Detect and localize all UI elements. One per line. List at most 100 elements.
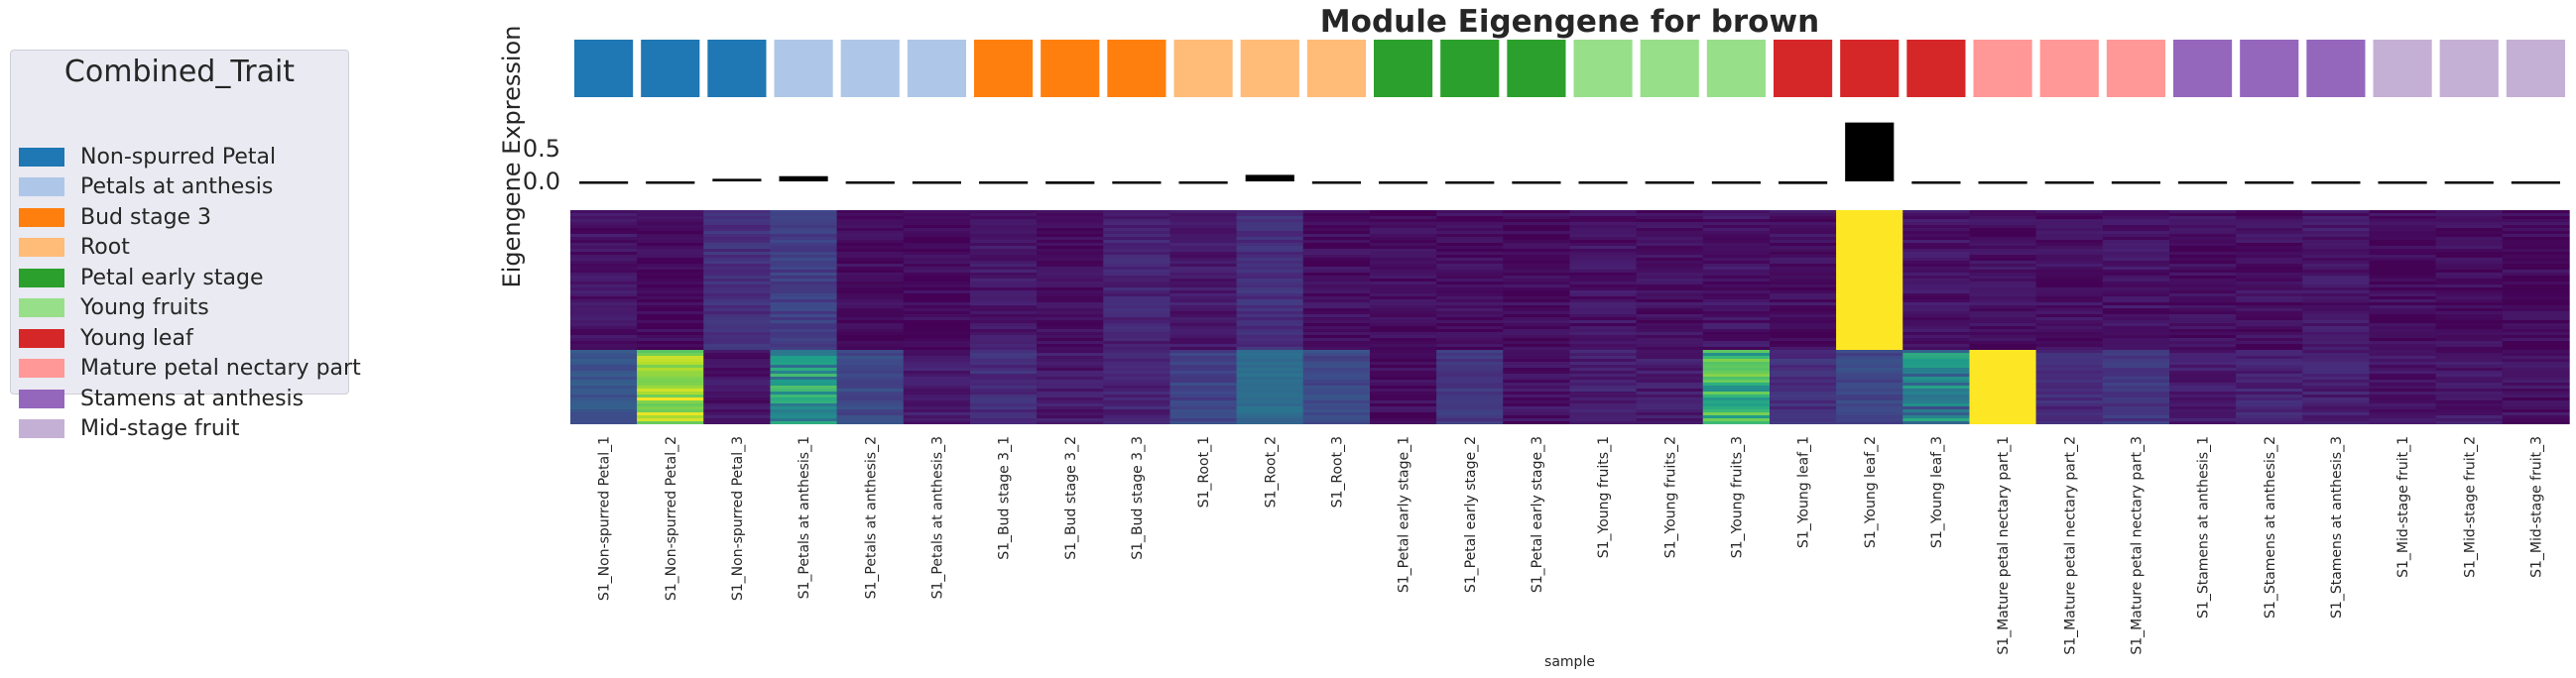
legend-label: Mature petal nectary part [80,356,361,381]
heatmap-cell-top [903,210,971,350]
heatmap-cell-bottom [2102,350,2170,424]
heatmap-cell-top [970,210,1038,350]
trait-color-cell [2106,40,2165,97]
trait-color-cell [1440,40,1500,97]
eigengene-bar [979,181,1029,184]
sample-tick-label: S1_Stamens at anthesis_1 [2196,436,2212,619]
eigengene-bar [1978,181,2027,184]
legend-item: Petal early stage [19,263,264,292]
heatmap-cell-top [1436,210,1504,350]
sample-tick-label: S1_Non-spurred Petal_2 [664,436,679,601]
heatmap-cell-top [770,210,838,350]
x-axis-label: sample [1544,654,1595,670]
trait-color-cell [1840,40,1900,97]
heatmap-cell-bottom [1770,350,1837,424]
heatmap-cell-bottom [1103,350,1171,424]
legend-item: Mature petal nectary part [19,354,361,384]
trait-color-cell [1973,40,2032,97]
eigengene-bar [579,181,629,184]
heatmap-cell-bottom [1836,350,1903,424]
eigengene-bar [1645,181,1694,184]
sample-tick-label: S1_Young leaf_1 [1796,436,1812,548]
sample-tick-label: S1_Bud stage 3_1 [997,436,1013,560]
heatmap-cell-top [1770,210,1837,350]
legend-swatch [19,177,64,196]
trait-color-cell [1640,40,1699,97]
eigengene-bar [779,175,828,181]
eigengene-bar [2311,181,2361,184]
heatmap-cell-bottom [1503,350,1571,424]
trait-color-cell [1107,40,1166,97]
heatmap-cell-bottom [1702,350,1771,424]
eigengene-bar [1379,181,1428,184]
eigengene-bar [1112,181,1162,184]
legend-swatch [19,147,64,167]
legend-item: Bud stage 3 [19,202,211,232]
sample-tick-label: S1_Petals at anthesis_3 [929,436,945,599]
eigengene-bar [2378,181,2427,184]
sample-tick-label: S1_Young leaf_2 [1863,436,1879,548]
legend-title: Combined_Trait [63,55,296,89]
heatmap-cell-top [2435,210,2504,350]
trait-color-cell [2506,40,2565,97]
heatmap-cell-top [1302,210,1371,350]
trait-color-cell [641,40,700,97]
heatmap-cell-top [2169,210,2237,350]
heatmap-cell-top [1969,210,2037,350]
heatmap-cell-top [1702,210,1771,350]
sample-tick-label: S1_Root_2 [1263,436,1279,508]
legend-label: Stamens at anthesis [80,386,305,411]
bar-ytick-label: 0.5 [523,135,560,163]
trait-color-cell [774,40,833,97]
heatmap-cell-bottom [1902,350,1971,424]
legend: Combined_Trait Non-spurred Petal Petals a… [10,50,361,441]
sample-tick-label: S1_Non-spurred Petal_3 [730,436,746,601]
heatmap-cell-bottom [1569,350,1638,424]
trait-color-cell [1173,40,1233,97]
legend-item: Young fruits [19,293,209,323]
sample-tick-label: S1_Mature petal nectary part_2 [2062,436,2078,655]
legend-item: Non-spurred Petal [19,142,276,171]
legend-item: Petals at anthesis [19,172,273,202]
trait-color-cell [1573,40,1633,97]
heatmap-cell-bottom [2369,350,2437,424]
legend-swatch [19,298,64,317]
heatmap-cell-top [570,210,638,350]
heatmap-cell-top [1103,210,1171,350]
heatmap-cell-top [1370,210,1437,350]
heatmap-cell-bottom [1236,350,1304,424]
legend-swatch [19,419,64,438]
eigengene-bar [2044,181,2094,184]
sample-tick-label: S1_Mature petal nectary part_3 [2129,436,2145,655]
trait-color-cell [1507,40,1566,97]
sample-tick-label: S1_Bud stage 3_2 [1063,436,1079,560]
legend-swatch [19,389,64,408]
legend-label: Non-spurred Petal [80,144,277,170]
heatmap-cell-top [2502,210,2570,350]
sample-tick-label: S1_Root_1 [1196,436,1212,508]
legend-label: Root [80,235,130,260]
legend-swatch [19,328,64,348]
heatmap-cell-top [703,210,772,350]
eigengene-bar [1245,174,1294,181]
sample-tick-label: S1_Stamens at anthesis_2 [2263,436,2278,619]
heatmap-cell-top [1836,210,1903,350]
legend-swatch [19,207,64,227]
heatmap-cell-bottom [1436,350,1504,424]
sample-tick-label: S1_Young fruits_2 [1662,436,1678,558]
legend-label: Petal early stage [80,265,264,290]
trait-color-cell [1774,40,1833,97]
legend-swatch [19,238,64,257]
trait-color-cell [1906,40,1966,97]
heatmap-cell-bottom [1636,350,1704,424]
eigengene-bar [1045,181,1095,184]
eigengene-bar [2444,181,2494,184]
sample-tick-label: S1_Mid-stage fruit_1 [2395,436,2411,578]
y-axis-label: Eigengene Expression [498,26,526,288]
legend-label: Mid-stage fruit [80,416,240,441]
heatmap-cell-top [1236,210,1304,350]
eigengene-bar [1711,181,1761,184]
heatmap-cell-bottom [2435,350,2504,424]
eigengene-bar [2245,181,2294,184]
heatmap-cell-top [1169,210,1238,350]
